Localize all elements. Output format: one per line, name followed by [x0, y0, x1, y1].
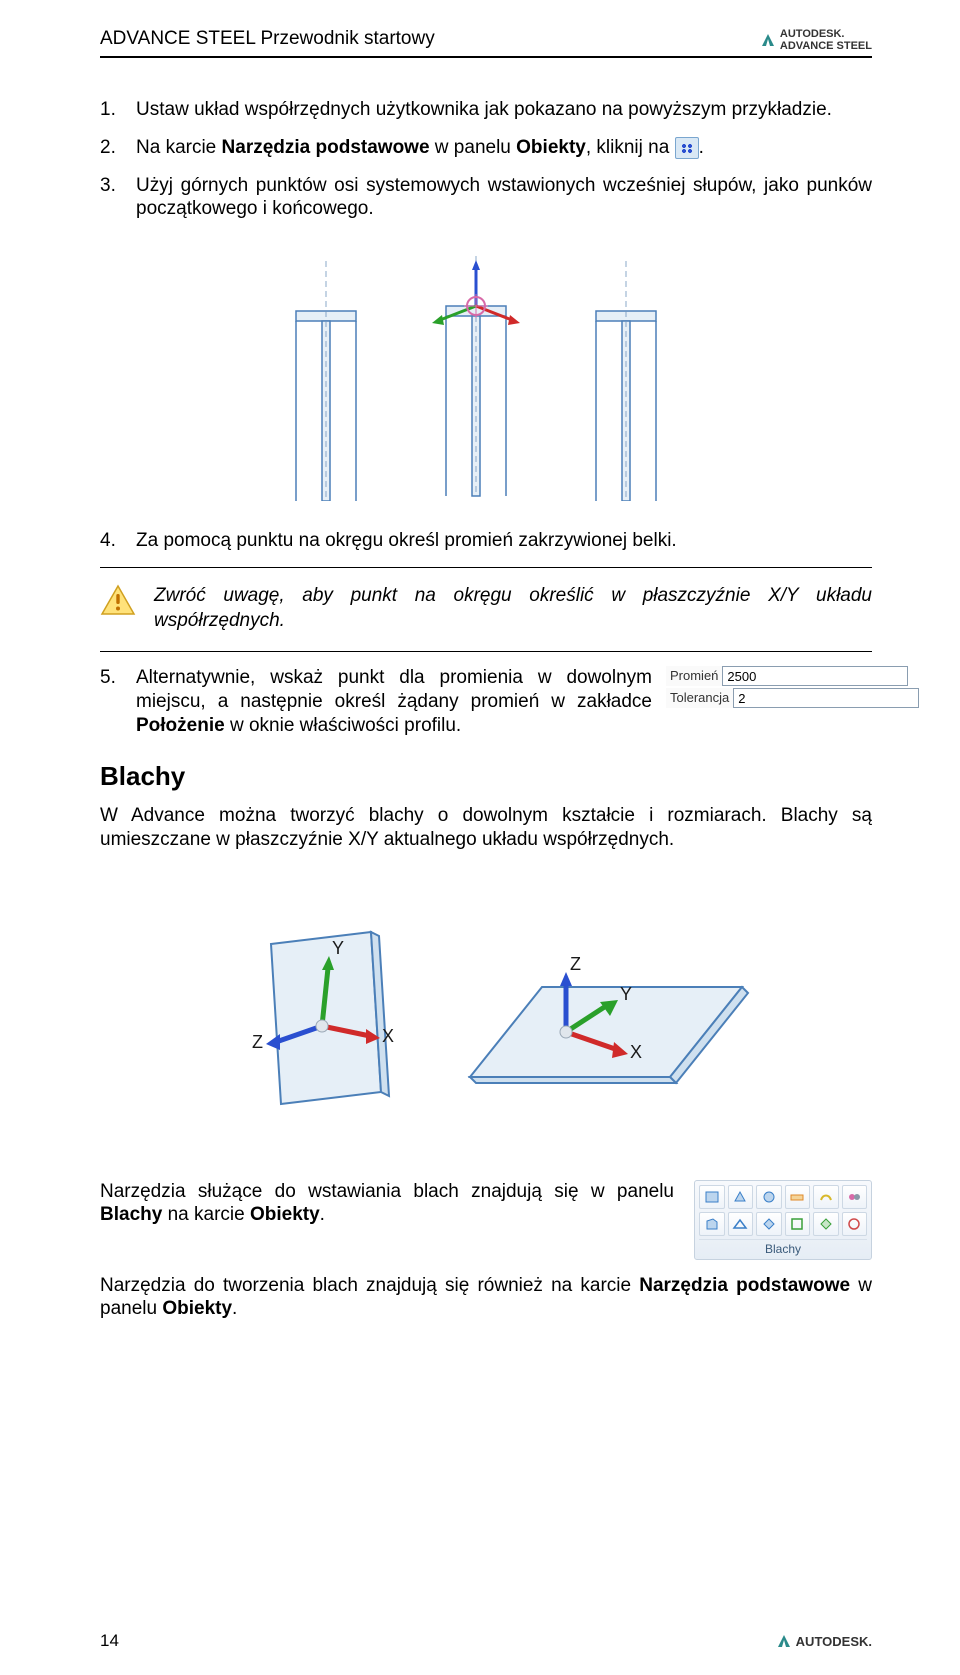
tb-r2c5-icon[interactable] [813, 1212, 839, 1236]
svg-text:X: X [382, 1026, 394, 1046]
step-5-num: 5. [100, 666, 122, 737]
section-heading-blachy: Blachy [100, 760, 872, 793]
tb-r2c6-icon[interactable] [842, 1212, 868, 1236]
tb-r2c2-icon[interactable] [728, 1212, 754, 1236]
prop-input-radius[interactable] [722, 666, 908, 686]
svg-text:X: X [630, 1042, 642, 1062]
tb-misc1-icon[interactable] [785, 1185, 811, 1209]
objects-tool-icon[interactable] [675, 137, 699, 159]
toolbar-blachy: Blachy [694, 1180, 872, 1260]
note-row: Zwróć uwagę, aby punkt na okręgu określi… [100, 578, 872, 641]
panel-paragraph: Narzędzia służące do wstawiania blach zn… [100, 1180, 674, 1228]
figure-plates-ucs: Y X Z Z X Y [100, 872, 872, 1152]
step-4: 4. Za pomocą punktu na okręgu określ pro… [100, 529, 872, 553]
tb-circle-plate-icon[interactable] [756, 1185, 782, 1209]
autodesk-logo-icon [760, 32, 776, 48]
header-title: ADVANCE STEEL Przewodnik startowy [100, 28, 435, 50]
step-3: 3. Użyj górnych punktów osi systemowych … [100, 174, 872, 222]
prop-input-tolerance[interactable] [733, 688, 919, 708]
tb-r2c4-icon[interactable] [785, 1212, 811, 1236]
step-5-text: Alternatywnie, wskaż punkt dla promienia… [136, 666, 652, 737]
tb-rect-plate-icon[interactable] [699, 1185, 725, 1209]
toolbar-label: Blachy [699, 1239, 867, 1257]
step-1: 1. Ustaw układ współrzędnych użytkownika… [100, 98, 872, 122]
tb-poly-plate-icon[interactable] [728, 1185, 754, 1209]
note-rule-bottom [100, 651, 872, 652]
svg-text:Y: Y [332, 938, 344, 958]
properties-panel: Promień Tolerancja [666, 666, 872, 737]
last-paragraph: Narzędzia do tworzenia blach znajdują si… [100, 1274, 872, 1322]
prop-label-tolerance: Tolerancja [666, 688, 733, 708]
tb-r2c1-icon[interactable] [699, 1212, 725, 1236]
svg-text:Z: Z [252, 1032, 263, 1052]
page-number: 14 [100, 1631, 119, 1651]
note-text: Zwróć uwagę, aby punkt na okręgu określi… [154, 584, 872, 633]
tb-r2c3-icon[interactable] [756, 1212, 782, 1236]
autodesk-footer-icon [776, 1633, 792, 1649]
note-rule-top [100, 567, 872, 568]
prop-label-radius: Promień [666, 666, 722, 686]
header-rule [100, 56, 872, 58]
svg-text:Y: Y [620, 984, 632, 1004]
tb-misc2-icon[interactable] [813, 1185, 839, 1209]
warning-icon [100, 584, 136, 616]
header-logo: AUTODESK. ADVANCE STEEL [760, 28, 872, 52]
step-2: 2. Na karcie Narzędzia podstawowe w pane… [100, 136, 872, 160]
tb-misc3-icon[interactable] [842, 1185, 868, 1209]
footer-logo: AUTODESK. [776, 1633, 872, 1649]
svg-text:Z: Z [570, 954, 581, 974]
figure-beam-columns [100, 241, 872, 501]
section-p1: W Advance można tworzyć blachy o dowolny… [100, 804, 872, 852]
